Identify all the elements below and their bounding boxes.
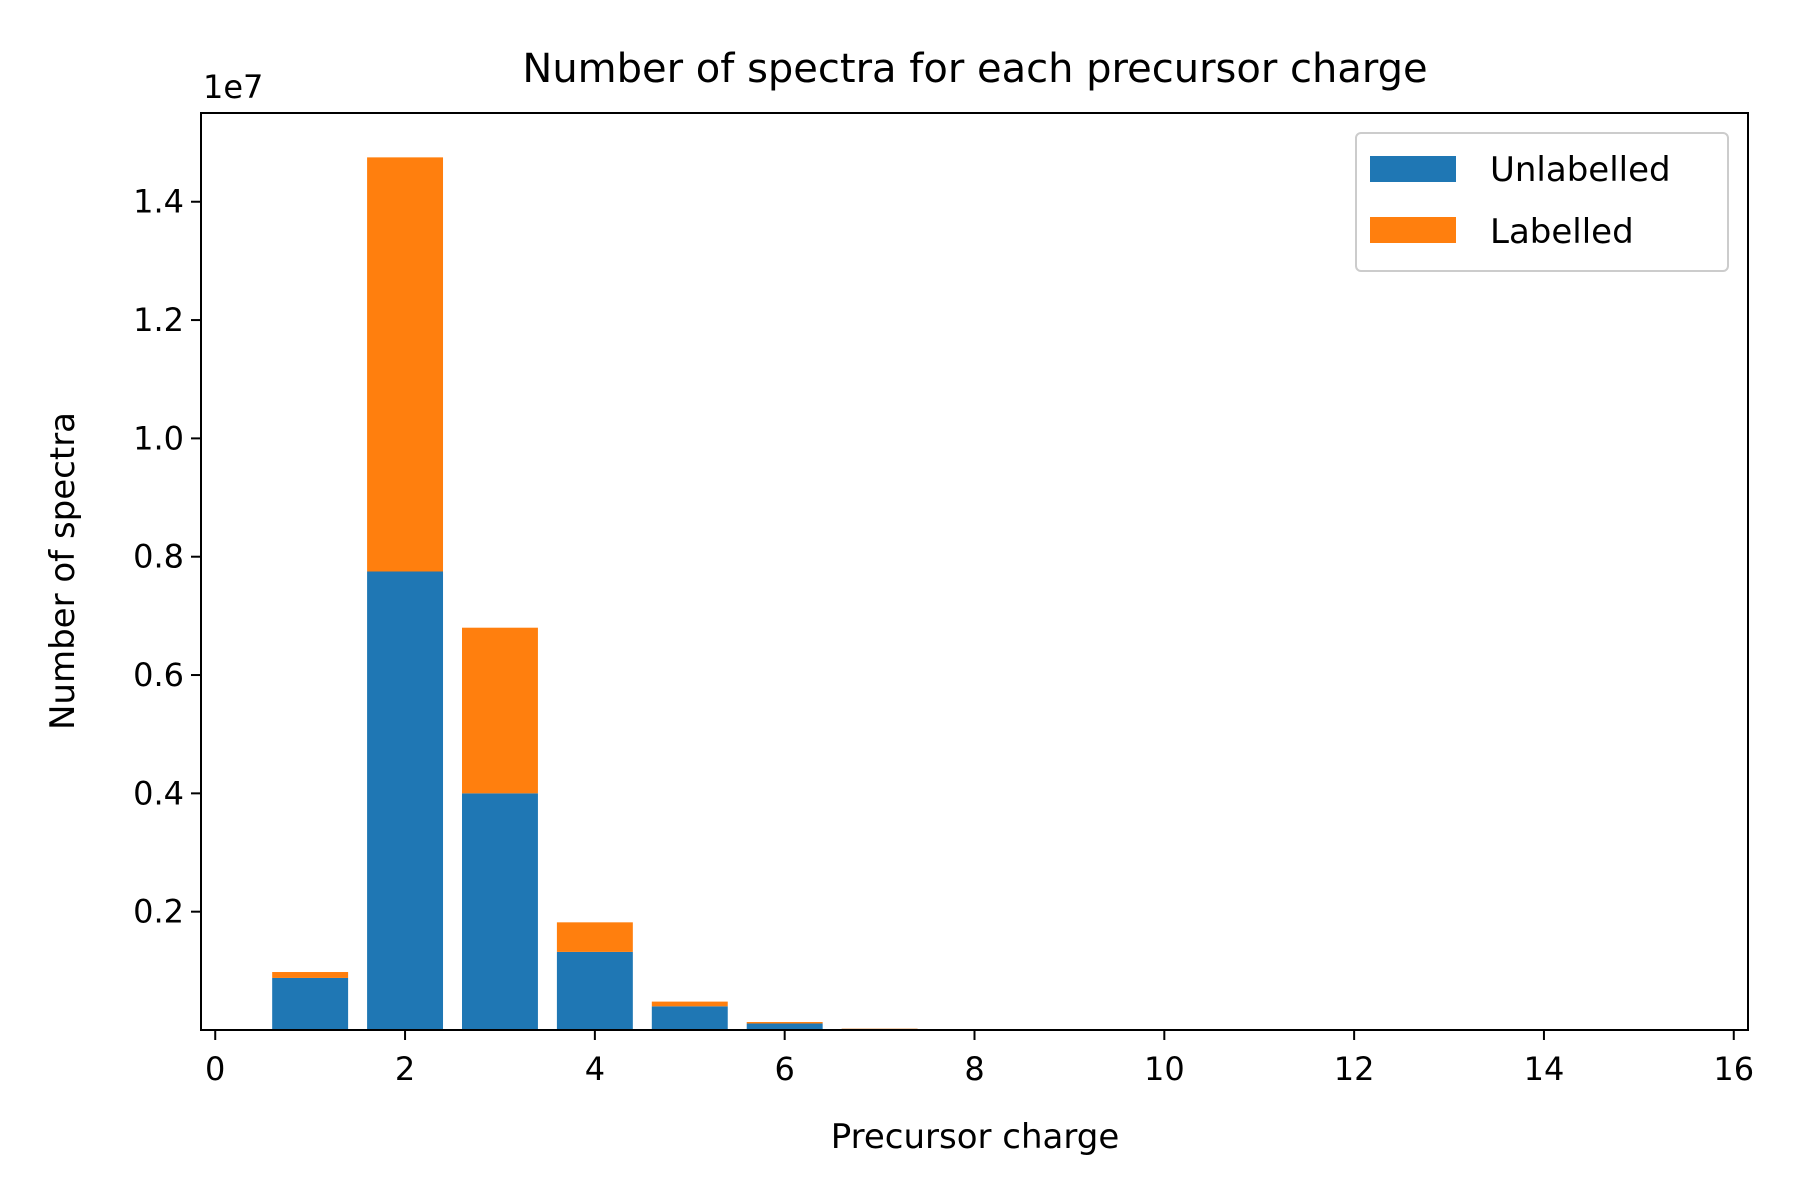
legend: Unlabelled Labelled xyxy=(1355,132,1729,272)
legend-label-unlabelled: Unlabelled xyxy=(1490,150,1671,190)
y-tick-label: 1.0 xyxy=(133,419,184,457)
bar-labelled-charge-1 xyxy=(272,972,349,978)
x-tick-label: 12 xyxy=(1334,1050,1375,1088)
y-tick-label: 0.6 xyxy=(133,656,184,694)
bar-labelled-charge-2 xyxy=(367,157,444,572)
x-axis-label: Precursor charge xyxy=(831,1117,1120,1157)
y-tick-label: 0.2 xyxy=(133,893,184,931)
bar-labelled-charge-6 xyxy=(746,1022,823,1024)
x-tick-label: 4 xyxy=(585,1050,605,1088)
x-tick-label: 6 xyxy=(775,1050,795,1088)
bar-unlabelled-charge-4 xyxy=(556,951,633,1030)
legend-swatch-labelled xyxy=(1370,217,1456,243)
bar-labelled-charge-5 xyxy=(651,1001,728,1007)
y-tick-label: 1.4 xyxy=(133,183,184,221)
x-tick-label: 10 xyxy=(1144,1050,1185,1088)
legend-swatch-unlabelled xyxy=(1370,156,1456,182)
bar-labelled-charge-3 xyxy=(462,627,538,794)
y-tick-label: 0.8 xyxy=(133,538,184,576)
x-ticks-group: 0 2 4 6 8 10 12 14 16 xyxy=(205,1030,1754,1088)
x-tick-label: 16 xyxy=(1713,1050,1754,1088)
bar-unlabelled-charge-2 xyxy=(367,571,444,1030)
bar-unlabelled-charge-1 xyxy=(272,977,349,1030)
x-tick-label: 8 xyxy=(964,1050,984,1088)
x-tick-label: 2 xyxy=(395,1050,415,1088)
x-tick-label: 0 xyxy=(205,1050,225,1088)
bar-unlabelled-charge-5 xyxy=(651,1006,728,1030)
bar-unlabelled-charge-3 xyxy=(462,793,538,1030)
bars-group xyxy=(272,157,918,1030)
y-tick-label: 0.4 xyxy=(133,774,184,812)
y-offset-text: 1e7 xyxy=(203,68,263,106)
y-tick-label: 1.2 xyxy=(133,301,184,339)
y-ticks-group: 0.2 0.4 0.6 0.8 1.0 1.2 1.4 xyxy=(133,183,201,931)
x-tick-label: 14 xyxy=(1524,1050,1565,1088)
legend-label-labelled: Labelled xyxy=(1490,212,1634,252)
plot-area-frame xyxy=(200,112,1749,1031)
y-axis-label: Number of spectra xyxy=(43,412,83,730)
bar-labelled-charge-4 xyxy=(556,922,633,952)
chart-title: Number of spectra for each precursor cha… xyxy=(522,46,1427,92)
bar-unlabelled-charge-6 xyxy=(746,1023,823,1030)
